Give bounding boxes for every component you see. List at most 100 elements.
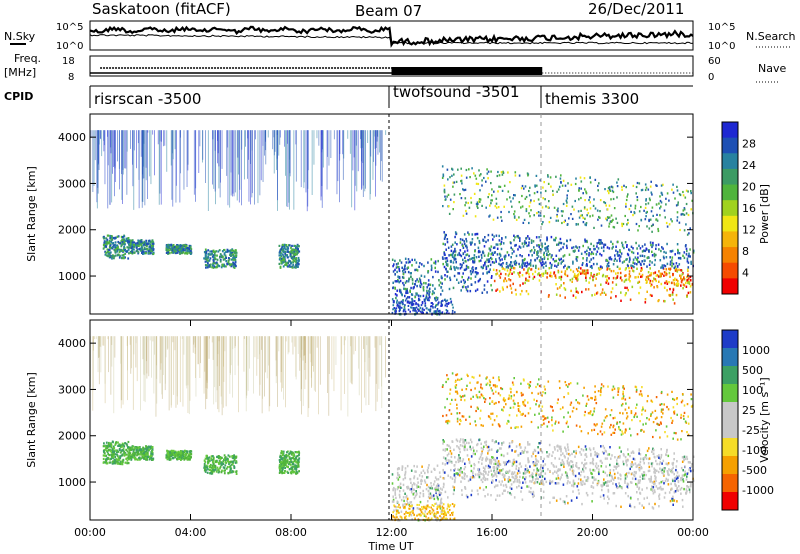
- data-cell: [476, 205, 478, 208]
- data-cell: [218, 249, 221, 252]
- data-cell: [572, 262, 574, 265]
- data-cell: [443, 188, 446, 191]
- data-cell: [170, 450, 173, 453]
- data-cell: [636, 247, 638, 250]
- data-streak: [208, 336, 210, 359]
- data-cell: [676, 243, 679, 246]
- data-streak: [327, 130, 328, 157]
- data-cell: [575, 223, 578, 226]
- data-cell: [651, 261, 653, 264]
- data-cell: [483, 176, 485, 180]
- data-cell: [605, 465, 607, 468]
- data-cell: [596, 291, 599, 294]
- data-cell: [658, 202, 660, 205]
- data-cell: [508, 263, 511, 267]
- data-cell: [179, 451, 182, 454]
- data-streak: [363, 336, 364, 349]
- data-cell: [480, 265, 483, 269]
- data-cell: [221, 456, 223, 459]
- data-cell: [454, 253, 457, 257]
- data-cell: [416, 293, 418, 296]
- data-cell: [678, 268, 680, 272]
- data-cell: [647, 462, 650, 465]
- data-cell: [130, 447, 133, 450]
- power-colorbar-tick-1: 24: [742, 159, 756, 172]
- data-cell: [583, 272, 586, 275]
- data-cell: [281, 246, 283, 249]
- data-cell: [490, 253, 493, 256]
- data-cell: [296, 465, 299, 468]
- data-cell: [462, 279, 465, 282]
- data-cell: [655, 244, 657, 247]
- data-cell: [683, 208, 686, 211]
- data-cell: [230, 263, 233, 266]
- data-cell: [172, 245, 174, 248]
- data-cell: [394, 308, 397, 311]
- data-cell: [291, 463, 294, 466]
- data-cell: [589, 276, 591, 280]
- data-cell: [535, 472, 538, 475]
- data-cell: [676, 185, 678, 188]
- data-cell: [457, 267, 459, 270]
- data-cell: [184, 449, 186, 452]
- data-cell: [496, 272, 499, 275]
- data-cell: [139, 458, 141, 461]
- data-cell: [499, 276, 502, 279]
- data-cell: [204, 248, 207, 251]
- data-streak: [224, 336, 226, 352]
- data-cell: [491, 188, 493, 191]
- data-cell: [117, 458, 120, 461]
- data-cell: [513, 213, 515, 216]
- data-streak: [282, 336, 284, 389]
- power-panel-frame: [89, 113, 694, 315]
- data-cell: [184, 252, 186, 255]
- data-cell: [613, 226, 616, 229]
- data-cell: [597, 189, 599, 192]
- data-cell: [573, 450, 575, 453]
- data-cell: [524, 185, 527, 188]
- data-cell: [132, 448, 134, 451]
- data-cell: [167, 450, 170, 453]
- data-cell: [425, 297, 427, 299]
- data-cell: [435, 494, 438, 497]
- data-cell: [131, 239, 134, 242]
- data-cell: [623, 184, 625, 187]
- data-cell: [425, 282, 427, 285]
- data-cell: [462, 458, 465, 461]
- data-cell: [672, 463, 674, 466]
- data-cell: [660, 469, 663, 473]
- data-cell: [563, 220, 565, 224]
- data-cell: [621, 188, 623, 191]
- data-cell: [615, 485, 618, 488]
- data-cell: [435, 502, 438, 505]
- data-cell: [292, 251, 295, 254]
- data-streak: [130, 130, 131, 149]
- data-cell: [521, 194, 523, 198]
- data-streak: [356, 130, 358, 192]
- data-cell: [298, 450, 300, 453]
- data-cell: [475, 232, 478, 236]
- data-cell: [136, 446, 138, 449]
- data-cell: [176, 251, 179, 254]
- data-streak: [217, 130, 219, 154]
- data-cell: [628, 208, 631, 211]
- data-cell: [568, 266, 571, 269]
- data-cell: [557, 477, 560, 480]
- data-cell: [645, 278, 647, 281]
- data-streak: [160, 336, 162, 364]
- data-cell: [526, 450, 529, 454]
- data-cell: [127, 237, 130, 240]
- data-cell: [217, 457, 220, 460]
- data-cell: [396, 471, 399, 475]
- data-cell: [656, 219, 659, 222]
- data-cell: [226, 250, 229, 253]
- data-cell: [607, 261, 610, 264]
- data-streak: [198, 130, 200, 173]
- data-streak: [142, 130, 143, 175]
- data-cell: [676, 270, 679, 273]
- data-cell: [433, 311, 435, 314]
- data-cell: [427, 283, 430, 287]
- data-cell: [671, 220, 673, 223]
- data-cell: [422, 493, 425, 496]
- data-streak: [147, 130, 148, 199]
